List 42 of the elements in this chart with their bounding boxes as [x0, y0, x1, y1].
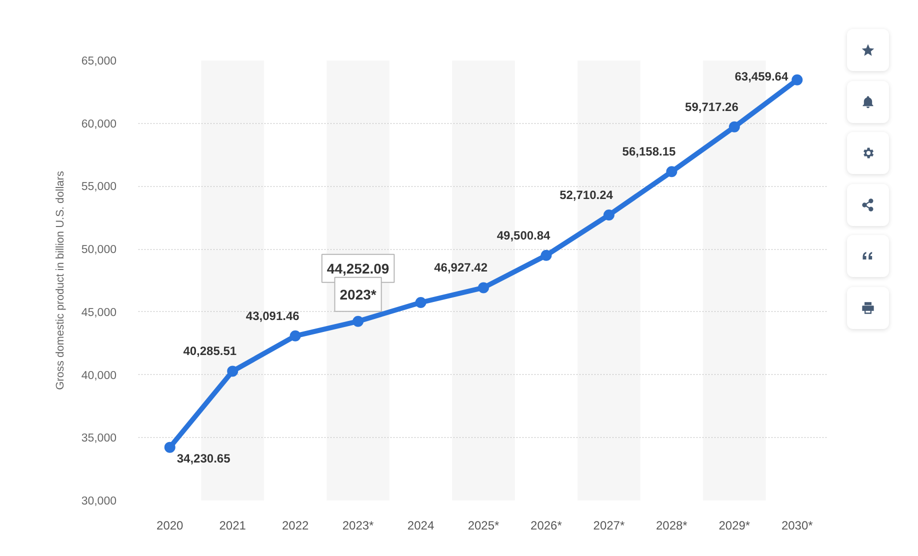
data-label: 46,927.42	[434, 260, 488, 275]
point	[227, 366, 238, 377]
point	[352, 316, 364, 327]
data-label: 59,717.26	[685, 100, 739, 114]
point	[540, 250, 552, 261]
y-tick-label: 55,000	[81, 181, 117, 194]
point	[415, 297, 426, 308]
point	[603, 210, 614, 220]
y-tick-label: 65,000	[81, 56, 117, 68]
data-label: 43,091.46	[246, 308, 300, 323]
y-tick-label: 30,000	[81, 496, 117, 508]
y-tick-label: 35,000	[81, 432, 117, 445]
x-tick-label: 2024	[407, 518, 434, 532]
data-label: 52,710.24	[560, 188, 614, 202]
point	[164, 442, 176, 453]
data-label: 34,230.65	[176, 451, 231, 466]
x-tick-label: 2030*	[781, 518, 814, 532]
point	[290, 330, 301, 342]
y-tick-label: 60,000	[81, 118, 117, 130]
y-tick-label: 45,000	[81, 306, 117, 319]
x-tick-label: 2029*	[718, 518, 750, 532]
y-tick-label: 40,000	[81, 370, 117, 382]
data-label: 63,459.64	[734, 69, 788, 84]
data-label: 40,285.51	[183, 344, 237, 358]
x-tick-label: 2026*	[530, 518, 562, 532]
x-tick-label: 2027*	[593, 518, 625, 532]
data-label: 56,158.15	[622, 144, 676, 159]
point	[478, 282, 489, 294]
y-tick-label: 50,000	[81, 244, 117, 256]
x-tick-label: 2021	[219, 518, 246, 532]
x-tick-label: 2028*	[656, 518, 688, 532]
y-axis-title: Gross domestic product in billion U.S. dollars	[54, 170, 66, 390]
x-tick-label: 2022	[282, 518, 309, 532]
x-tick-label: 2025*	[468, 518, 500, 532]
x-tick-label: 2023*	[342, 518, 374, 532]
data-label: 49,500.84	[496, 228, 551, 242]
data-label: 44,252.09	[326, 260, 390, 276]
point	[666, 166, 678, 178]
point	[728, 121, 740, 132]
annotation: 2023*	[340, 286, 377, 302]
x-tick-label: 2020	[156, 518, 184, 532]
point	[792, 74, 803, 86]
